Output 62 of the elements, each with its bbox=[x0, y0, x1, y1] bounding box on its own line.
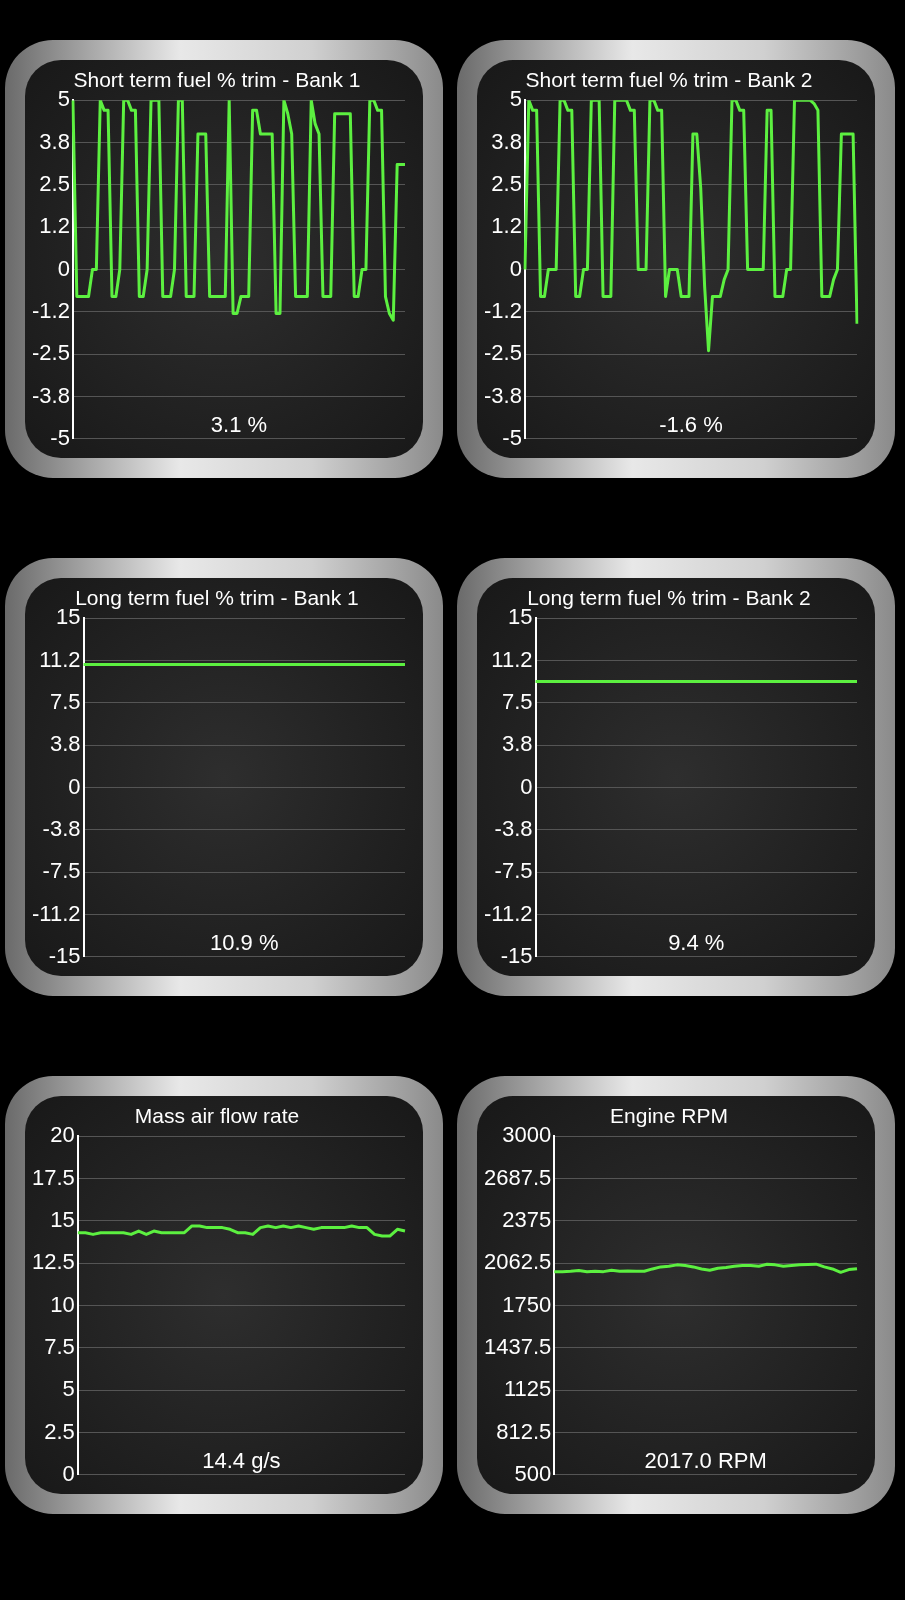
y-tick-label: 7.5 bbox=[501, 688, 533, 714]
y-tick-label: 2062.5 bbox=[483, 1249, 552, 1275]
y-tick-label: -5 bbox=[50, 424, 70, 450]
y-tick-label: 1125 bbox=[503, 1376, 552, 1402]
y-tick-label: 3.8 bbox=[39, 128, 70, 154]
annotation: 14.4 g/s bbox=[202, 1447, 281, 1473]
chart-title: Short term fuel % trim - Bank 1 bbox=[73, 68, 361, 92]
y-tick-label: 12.5 bbox=[31, 1249, 75, 1275]
y-tick-label: -3.8 bbox=[42, 815, 81, 841]
y-tick-label: 11.2 bbox=[491, 646, 533, 672]
annotation: -1.6 % bbox=[659, 411, 723, 437]
y-tick-label: 0 bbox=[68, 773, 81, 799]
y-tick-label: 7.5 bbox=[49, 688, 81, 714]
y-tick-label: 1750 bbox=[502, 1291, 552, 1317]
y-tick-label: 0 bbox=[509, 255, 522, 281]
y-tick-label: -2.5 bbox=[483, 340, 522, 366]
chart-title: Engine RPM bbox=[610, 1104, 728, 1128]
y-tick-label: 11.2 bbox=[39, 646, 81, 672]
y-tick-label: 3.8 bbox=[49, 731, 81, 757]
y-tick-label: -3.8 bbox=[483, 382, 522, 408]
y-tick-label: 0 bbox=[62, 1460, 75, 1486]
y-tick-label: 2.5 bbox=[491, 170, 522, 196]
y-tick-label: 0 bbox=[57, 255, 70, 281]
y-tick-label: -11.2 bbox=[32, 900, 81, 926]
y-tick-label: 3.8 bbox=[501, 731, 533, 757]
y-tick-label: -5 bbox=[502, 424, 522, 450]
y-tick-label: -15 bbox=[48, 942, 81, 968]
chart-title: Short term fuel % trim - Bank 2 bbox=[525, 68, 813, 92]
y-tick-label: 812.5 bbox=[496, 1418, 552, 1444]
y-tick-label: 7.5 bbox=[44, 1333, 75, 1359]
y-tick-label: -15 bbox=[500, 942, 533, 968]
y-tick-label: -7.5 bbox=[494, 858, 533, 884]
y-tick-label: -3.8 bbox=[494, 815, 533, 841]
y-tick-label: 1.2 bbox=[39, 213, 70, 239]
y-tick-label: 2375 bbox=[502, 1206, 552, 1232]
y-tick-label: 5 bbox=[509, 86, 522, 112]
y-tick-label: 2687.5 bbox=[483, 1164, 552, 1190]
y-tick-label: 2.5 bbox=[44, 1418, 75, 1444]
y-tick-label: 2.5 bbox=[39, 170, 70, 196]
y-tick-label: 3.8 bbox=[491, 128, 522, 154]
y-tick-label: 1.2 bbox=[491, 213, 522, 239]
y-tick-label: 20 bbox=[50, 1122, 75, 1148]
y-tick-label: -7.5 bbox=[42, 858, 81, 884]
y-tick-label: 17.5 bbox=[31, 1164, 75, 1190]
y-tick-label: 500 bbox=[514, 1460, 552, 1486]
annotation: 2017.0 RPM bbox=[644, 1447, 767, 1473]
y-tick-label: 0 bbox=[520, 773, 533, 799]
y-tick-label: -11.2 bbox=[484, 900, 533, 926]
y-tick-label: 1437.5 bbox=[483, 1333, 552, 1359]
annotation: 10.9 % bbox=[210, 929, 279, 955]
annotation: 3.1 % bbox=[210, 411, 268, 437]
y-tick-label: 5 bbox=[57, 86, 70, 112]
y-tick-label: 5 bbox=[62, 1376, 75, 1402]
y-tick-label: -1.2 bbox=[483, 297, 522, 323]
y-tick-label: -2.5 bbox=[31, 340, 70, 366]
y-tick-label: -3.8 bbox=[31, 382, 70, 408]
annotation: 9.4 % bbox=[668, 929, 725, 955]
y-tick-label: 3000 bbox=[502, 1122, 552, 1148]
chart-title: Mass air flow rate bbox=[134, 1104, 300, 1128]
y-tick-label: 15 bbox=[50, 1206, 75, 1232]
y-tick-label: 10 bbox=[50, 1291, 75, 1317]
y-tick-label: -1.2 bbox=[31, 297, 70, 323]
